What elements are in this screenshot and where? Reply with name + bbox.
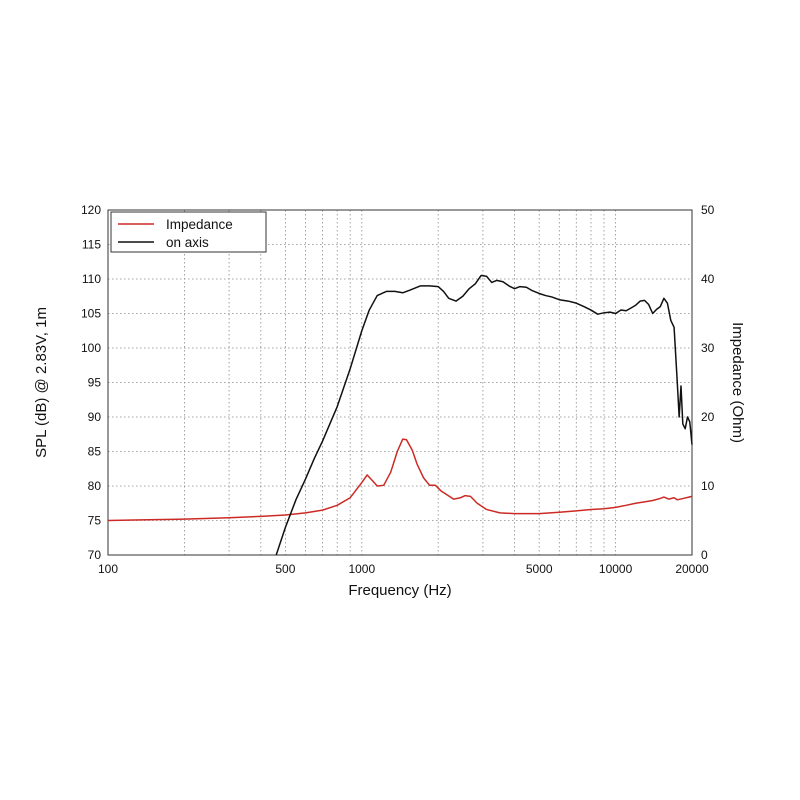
data-series <box>107 274 693 556</box>
y-tick-label: 120 <box>81 203 101 217</box>
y-tick-label: 70 <box>88 548 102 562</box>
series-line-on-axis <box>275 274 693 556</box>
x-tick-label: 1000 <box>348 562 375 576</box>
series-line-impedance <box>107 438 693 522</box>
y2-tick-label: 20 <box>701 410 715 424</box>
y2-tick-label: 40 <box>701 272 715 286</box>
y-tick-label: 105 <box>81 307 101 321</box>
x-tick-label: 5000 <box>526 562 553 576</box>
y2-tick-label: 0 <box>701 548 708 562</box>
y-tick-label: 100 <box>81 341 101 355</box>
y2-tick-label: 50 <box>701 203 715 217</box>
tick-labels: 100 500 1000 5000 10000 200007075808590951001… <box>81 203 715 576</box>
y2-axis-title: Impedance (Ohm) <box>729 322 746 443</box>
legend: Impedance on axis <box>110 211 267 253</box>
legend-box <box>110 211 267 253</box>
x-tick-label: 100 <box>98 562 118 576</box>
y-tick-label: 110 <box>82 272 101 286</box>
y2-tick-label: 10 <box>701 479 715 493</box>
y-tick-label: 75 <box>88 514 102 528</box>
grid-lines <box>108 210 692 555</box>
x-tick-label: 500 <box>275 562 295 576</box>
legend-label-impedance: Impedance <box>166 217 233 232</box>
y-tick-label: 115 <box>82 238 101 252</box>
x-tick-label: 10000 <box>599 562 633 576</box>
y2-tick-label: 30 <box>701 341 715 355</box>
y-tick-label: 90 <box>88 410 102 424</box>
x-tick-label: 20000 <box>675 562 709 576</box>
y-axis-title: SPL (dB) @ 2.83V, 1m <box>33 307 50 458</box>
x-axis-title: Frequency (Hz) <box>348 582 451 599</box>
plot-frame <box>107 209 693 556</box>
legend-label-on-axis: on axis <box>166 235 209 250</box>
y-tick-label: 95 <box>88 376 102 390</box>
y-tick-label: 85 <box>88 445 102 459</box>
y-tick-label: 80 <box>88 479 102 493</box>
